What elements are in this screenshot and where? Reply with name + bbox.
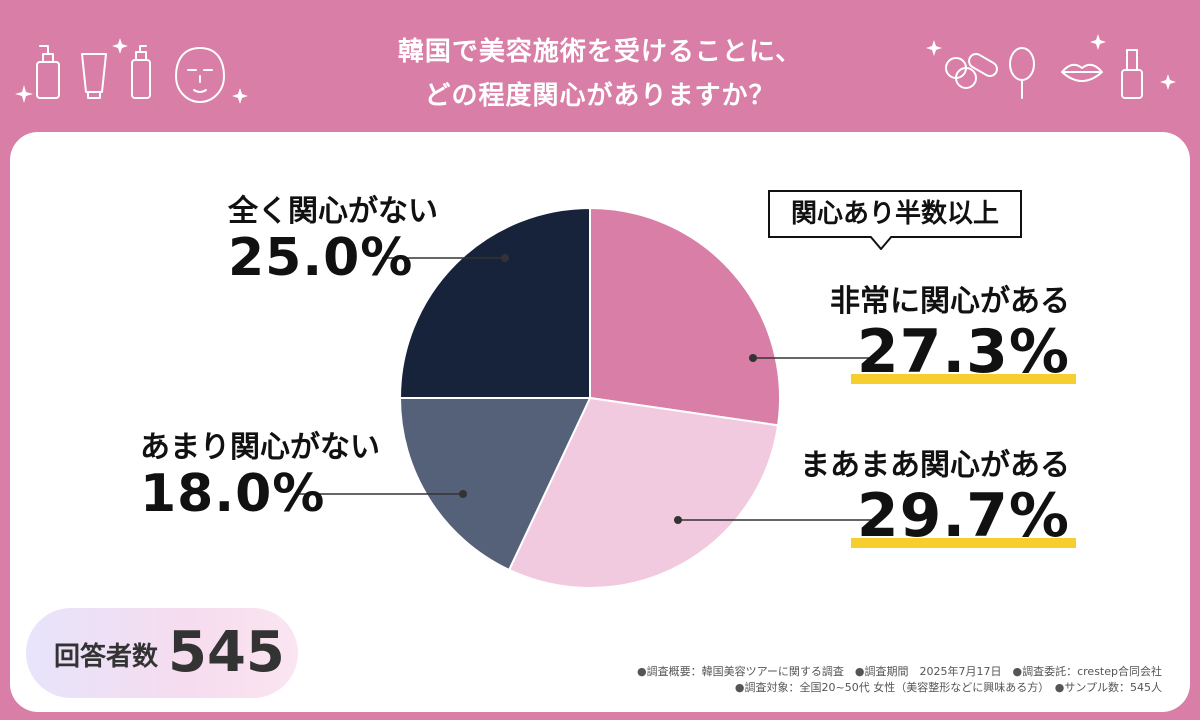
title-line-2: どの程度関心がありますか？ <box>424 81 776 111</box>
slice-somewhat-interested <box>507 396 780 589</box>
hand-mirror-icon <box>1009 47 1035 99</box>
label-somewhat-interested: まあまあ関心がある 29.7% <box>770 446 1076 551</box>
spray-bottle-icon <box>131 45 151 99</box>
slice-value-label: 27.3% <box>856 317 1070 387</box>
slice-not-interested <box>398 206 591 399</box>
leader-dot <box>459 490 467 498</box>
slice-not-very-interested <box>398 397 592 572</box>
label-not-very-interested: あまり関心がない 18.0% <box>140 428 380 520</box>
slice-value-label: 18.0% <box>140 464 326 524</box>
leader-dot <box>501 254 509 262</box>
highlight-underline <box>850 374 1076 384</box>
slice-label: 全く関心がない <box>228 194 438 229</box>
slice-label: まあまあ関心がある <box>800 448 1070 483</box>
lips-icon <box>1061 63 1103 82</box>
slice-value-label: 29.7% <box>856 481 1070 551</box>
nail-polish-icon <box>1121 49 1143 99</box>
label-not-interested: 全く関心がない 25.0% <box>228 192 438 284</box>
respondents-value: 545 <box>168 620 285 685</box>
chart-title: 韓国で美容施術を受けることに、 どの程度関心がありますか？ <box>0 30 1200 118</box>
slice-label: あまり関心がない <box>140 430 380 465</box>
sparkle-icon <box>15 34 1176 104</box>
title-line-1: 韓国で美容施術を受けることに、 <box>397 37 803 67</box>
survey-footnote: ●調査概要：韓国美容ツアーに関する調査 ●調査期間 2025年7月17日 ●調査… <box>637 664 1162 696</box>
label-very-interested: 非常に関心がある 27.3% <box>780 282 1076 387</box>
slice-very-interested <box>589 206 781 427</box>
footnote-line-2: ●調査対象：全国20~50代 女性（美容整形などに興味ある方） ●サンプル数：5… <box>734 681 1162 694</box>
slice-value-label: 25.0% <box>228 228 414 288</box>
slice-label: 非常に関心がある <box>830 284 1070 319</box>
respondents-label: 回答者数 <box>54 642 159 672</box>
callout-tail <box>870 236 892 250</box>
pills-icon <box>945 53 998 89</box>
callout-box: 関心あり半数以上 <box>768 190 1022 238</box>
tube-icon <box>81 53 107 99</box>
cosmetics-decoration <box>15 34 1176 104</box>
footnote-line-1: ●調査概要：韓国美容ツアーに関する調査 ●調査期間 2025年7月17日 ●調査… <box>636 665 1162 678</box>
face-mask-icon <box>175 47 225 103</box>
leader-dot <box>674 516 682 524</box>
leader-dot <box>749 354 757 362</box>
highlight-underline <box>850 538 1076 548</box>
respondents-badge: 回答者数 545 <box>26 608 298 698</box>
pump-bottle-icon <box>36 45 60 99</box>
